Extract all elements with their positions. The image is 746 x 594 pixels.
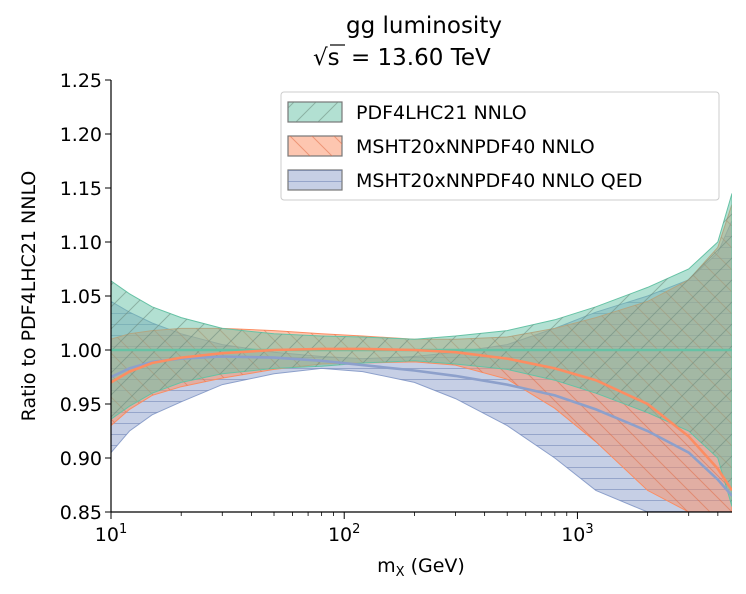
x-ticks: 101 102 103 xyxy=(95,512,719,546)
x-tick-label: 102 xyxy=(328,522,360,546)
legend-swatch-hatch-msht20xnnpdf40-nnlo-qed xyxy=(288,170,342,190)
legend-swatch-hatch-pdf4lhc21-nnlo xyxy=(288,102,342,122)
legend-label-pdf4lhc21-nnlo: PDF4LHC21 NNLO xyxy=(356,102,527,124)
x-tick-label: 103 xyxy=(561,522,593,546)
y-tick-label: 1.10 xyxy=(60,232,102,254)
chart-subtitle: √s = 13.60 TeV xyxy=(313,44,491,71)
legend-label-msht20xnnpdf40-nnlo-qed: MSHT20xNNPDF40 NNLO QED xyxy=(356,170,642,192)
legend: PDF4LHC21 NNLO MSHT20xNNPDF40 NNLO MSHT20x… xyxy=(280,91,720,201)
uncertainty-bands xyxy=(111,193,732,512)
y-ticks: 0.85 0.90 0.95 1.00 1.05 1.10 1.15 1.20 1.25 xyxy=(60,70,111,524)
svg-text:√s = 13.60 TeV: √s = 13.60 TeV xyxy=(313,45,491,71)
y-tick-label: 0.85 xyxy=(60,502,102,524)
subtitle-sqrt-s: √s xyxy=(313,45,340,71)
central-lines xyxy=(111,347,732,497)
legend-label-msht20xnnpdf40-nnlo: MSHT20xNNPDF40 NNLO xyxy=(356,136,595,158)
x-axis-label-sub: X xyxy=(396,565,405,580)
chart-title: gg luminosity xyxy=(346,13,502,39)
x-axis-label-main: m xyxy=(377,555,396,577)
y-axis-label: Ratio to PDF4LHC21 NNLO xyxy=(18,171,40,422)
x-tick-label: 101 xyxy=(95,522,127,546)
legend-frame xyxy=(280,91,720,201)
x-axis-label: mX (GeV) xyxy=(377,555,465,580)
subtitle-energy: = 13.60 TeV xyxy=(351,45,491,71)
y-tick-label: 0.95 xyxy=(60,394,102,416)
y-tick-label: 1.15 xyxy=(60,178,102,200)
y-tick-label: 1.05 xyxy=(60,286,102,308)
x-axis-label-unit: (GeV) xyxy=(405,555,465,577)
y-tick-label: 1.25 xyxy=(60,70,102,92)
y-tick-label: 1.20 xyxy=(60,124,102,146)
line-msht20xnnpdf40-nnlo xyxy=(111,347,732,492)
y-tick-label: 1.00 xyxy=(60,340,102,362)
y-tick-label: 0.90 xyxy=(60,448,102,470)
legend-swatch-hatch-msht20xnnpdf40-nnlo xyxy=(288,136,342,156)
band-hatch-msht20xnnpdf40-nnlo-qed xyxy=(111,220,732,512)
